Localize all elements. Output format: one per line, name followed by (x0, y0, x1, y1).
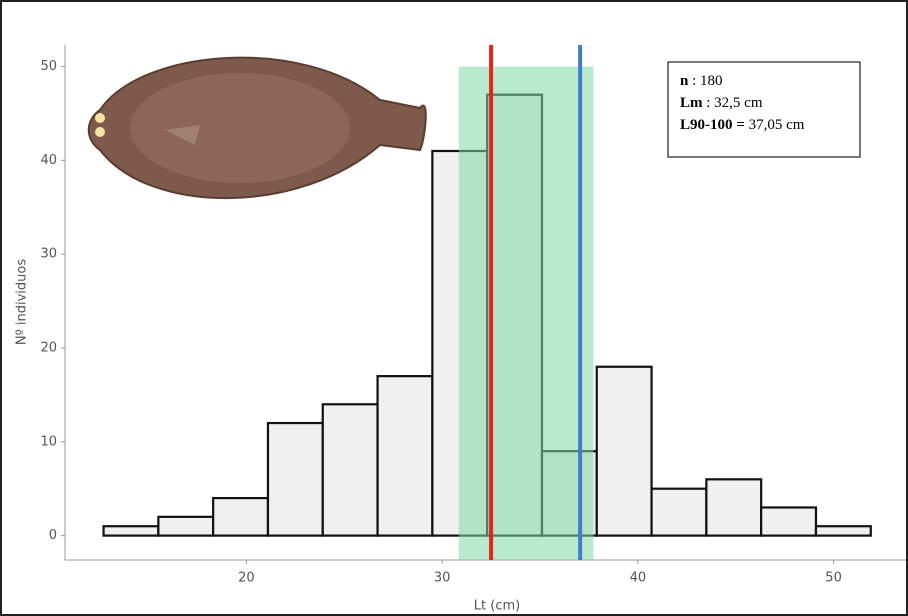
annotation-box (667, 61, 861, 158)
annotation-key: n (680, 73, 689, 89)
y-tick-label: 50 (40, 59, 57, 74)
annotation-value: 37,05 cm (745, 117, 805, 133)
bar (650, 487, 708, 537)
bar (814, 525, 872, 537)
x-tick-label: 30 (434, 571, 451, 586)
annotation-line: Lm : 32,5 cm (680, 95, 763, 111)
x-tick-label: 50 (825, 571, 842, 586)
highlight-span (458, 66, 594, 560)
bar (760, 506, 818, 537)
bar (102, 525, 160, 537)
annotation-value: : 180 (688, 73, 722, 89)
x-axis-label: Lt (cm) (474, 599, 520, 614)
bar (266, 421, 324, 537)
bar (157, 515, 215, 537)
y-tick-label: 10 (40, 434, 57, 449)
annotation-value: : 32,5 cm (703, 95, 763, 111)
bar (376, 375, 434, 537)
y-tick-label: 30 (40, 247, 57, 262)
fish-illustration (87, 56, 427, 200)
bar (595, 365, 653, 537)
y-axis-label: Nº individuos (15, 259, 30, 345)
y-tick-label: 20 (40, 340, 57, 355)
y-tick-label: 40 (40, 153, 57, 168)
annotation-line: n : 180 (680, 73, 723, 89)
x-tick-label: 40 (630, 571, 647, 586)
x-tick-label: 20 (238, 571, 255, 586)
annotation-key: Lm (680, 95, 703, 111)
bar (212, 496, 270, 537)
annotation-key: L90-100 = (680, 117, 745, 133)
y-tick-label: 0 (49, 528, 57, 543)
bar (321, 403, 379, 537)
bar (705, 478, 763, 537)
annotation-line: L90-100 = 37,05 cm (680, 117, 805, 133)
